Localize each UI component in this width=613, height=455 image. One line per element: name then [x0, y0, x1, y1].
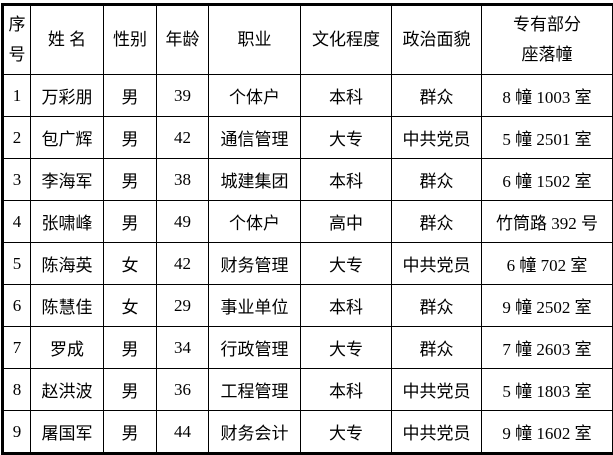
cell-occupation: 个体户 — [209, 75, 301, 117]
cell-education: 高中 — [301, 201, 392, 243]
cell-location: 6 幢 702 室 — [482, 243, 613, 285]
cell-education: 本科 — [301, 369, 392, 411]
cell-occupation: 通信管理 — [209, 117, 301, 159]
header-row: 序号 姓 名 性别 年龄 职业 文化程度 政治面貌 专有部分座落幢 — [3, 5, 613, 75]
cell-location: 5 幢 1803 室 — [482, 369, 613, 411]
cell-name: 李海军 — [31, 159, 104, 201]
cell-location: 8 幢 1003 室 — [482, 75, 613, 117]
cell-occupation: 工程管理 — [209, 369, 301, 411]
cell-political: 中共党员 — [392, 369, 482, 411]
header-index: 序号 — [3, 5, 31, 75]
cell-gender: 男 — [104, 159, 157, 201]
cell-age: 34 — [157, 327, 209, 369]
cell-index: 9 — [3, 411, 31, 454]
cell-political: 群众 — [392, 327, 482, 369]
cell-age: 44 — [157, 411, 209, 454]
cell-gender: 男 — [104, 201, 157, 243]
cell-occupation: 行政管理 — [209, 327, 301, 369]
header-index-line2: 号 — [9, 45, 26, 64]
cell-name: 包广辉 — [31, 117, 104, 159]
cell-index: 3 — [3, 159, 31, 201]
cell-name: 万彩朋 — [31, 75, 104, 117]
cell-political: 中共党员 — [392, 411, 482, 454]
cell-name: 屠国军 — [31, 411, 104, 454]
cell-index: 2 — [3, 117, 31, 159]
header-political: 政治面貌 — [392, 5, 482, 75]
cell-index: 1 — [3, 75, 31, 117]
header-age: 年龄 — [157, 5, 209, 75]
cell-location: 6 幢 1502 室 — [482, 159, 613, 201]
cell-gender: 男 — [104, 117, 157, 159]
cell-occupation: 财务管理 — [209, 243, 301, 285]
cell-age: 29 — [157, 285, 209, 327]
cell-name: 张啸峰 — [31, 201, 104, 243]
cell-education: 大专 — [301, 117, 392, 159]
cell-gender: 男 — [104, 411, 157, 454]
cell-age: 39 — [157, 75, 209, 117]
cell-education: 本科 — [301, 75, 392, 117]
cell-gender: 女 — [104, 243, 157, 285]
cell-political: 中共党员 — [392, 117, 482, 159]
cell-age: 36 — [157, 369, 209, 411]
header-gender: 性别 — [104, 5, 157, 75]
cell-gender: 男 — [104, 327, 157, 369]
cell-age: 42 — [157, 243, 209, 285]
cell-political: 群众 — [392, 285, 482, 327]
cell-political: 群众 — [392, 159, 482, 201]
header-location-line1: 专有部分 — [513, 15, 581, 34]
header-education: 文化程度 — [301, 5, 392, 75]
cell-location: 5 幢 2501 室 — [482, 117, 613, 159]
cell-education: 大专 — [301, 243, 392, 285]
cell-gender: 男 — [104, 75, 157, 117]
cell-name: 赵洪波 — [31, 369, 104, 411]
header-location: 专有部分座落幢 — [482, 5, 613, 75]
cell-occupation: 个体户 — [209, 201, 301, 243]
cell-education: 大专 — [301, 327, 392, 369]
cell-occupation: 城建集团 — [209, 159, 301, 201]
cell-age: 38 — [157, 159, 209, 201]
cell-age: 42 — [157, 117, 209, 159]
cell-education: 大专 — [301, 411, 392, 454]
cell-gender: 男 — [104, 369, 157, 411]
cell-index: 5 — [3, 243, 31, 285]
cell-occupation: 事业单位 — [209, 285, 301, 327]
cell-age: 49 — [157, 201, 209, 243]
cell-occupation: 财务会计 — [209, 411, 301, 454]
cell-name: 陈海英 — [31, 243, 104, 285]
header-location-line2: 座落幢 — [522, 45, 573, 64]
cell-political: 群众 — [392, 75, 482, 117]
cell-index: 4 — [3, 201, 31, 243]
cell-location: 竹筒路 392 号 — [482, 201, 613, 243]
cell-index: 6 — [3, 285, 31, 327]
cell-location: 7 幢 2603 室 — [482, 327, 613, 369]
header-occupation: 职业 — [209, 5, 301, 75]
cell-gender: 女 — [104, 285, 157, 327]
cell-education: 本科 — [301, 285, 392, 327]
cell-location: 9 幢 1602 室 — [482, 411, 613, 454]
cell-location: 9 幢 2502 室 — [482, 285, 613, 327]
cell-index: 7 — [3, 327, 31, 369]
cell-education: 本科 — [301, 159, 392, 201]
cell-political: 中共党员 — [392, 243, 482, 285]
cell-political: 群众 — [392, 201, 482, 243]
header-name: 姓 名 — [31, 5, 104, 75]
cell-index: 8 — [3, 369, 31, 411]
header-index-line1: 序 — [9, 15, 26, 34]
cell-name: 陈慧佳 — [31, 285, 104, 327]
cell-name: 罗成 — [31, 327, 104, 369]
